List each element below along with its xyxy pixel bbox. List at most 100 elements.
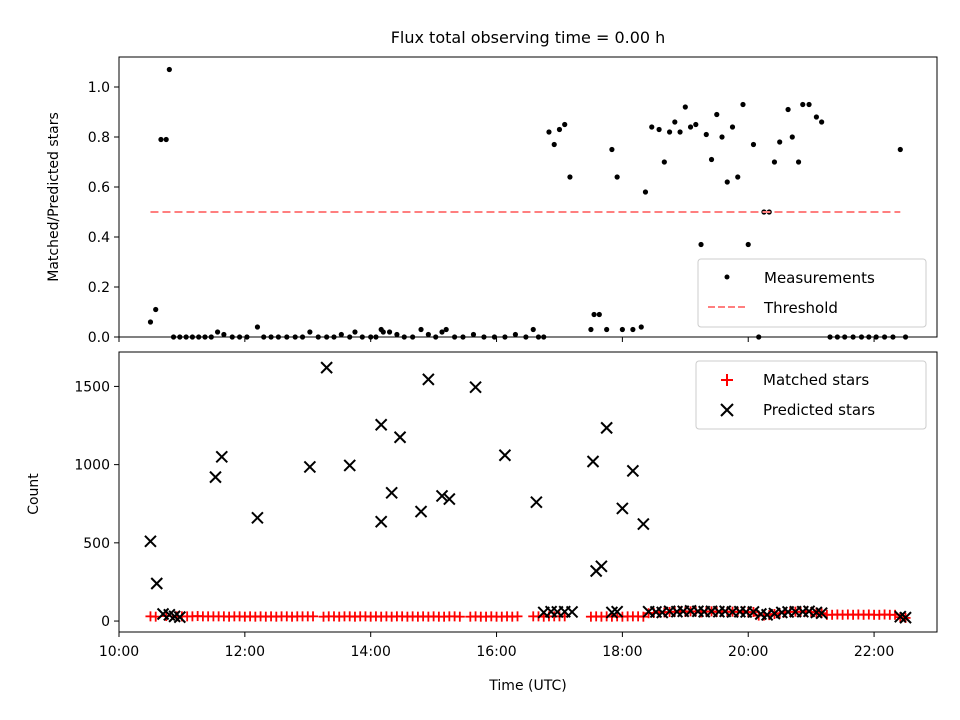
measurement-point — [530, 326, 536, 333]
predicted-stars-point — [626, 464, 640, 478]
y-tick-label: 0.4 — [88, 230, 110, 246]
measurement-point — [338, 331, 344, 338]
measurement-point — [439, 329, 445, 335]
measurement-point — [588, 326, 594, 333]
matched-stars-point — [454, 611, 465, 622]
measurement-point — [729, 124, 736, 130]
matched-stars-point — [512, 611, 523, 622]
predicted-stars-point — [209, 470, 222, 484]
legend-top: Measurements Threshold — [697, 258, 927, 328]
measurement-point — [789, 134, 795, 140]
y-tick-label: 0.0 — [88, 330, 110, 346]
measurement-point — [556, 126, 563, 133]
legend-dot-icon — [724, 274, 730, 280]
x-tick-label: 18:00 — [602, 644, 642, 660]
measurement-point — [153, 306, 159, 313]
predicted-stars-point — [414, 505, 428, 518]
measurement-point — [656, 126, 662, 133]
measurement-point — [394, 331, 400, 338]
measurement-point — [672, 119, 678, 125]
predicted-stars-point — [435, 489, 449, 503]
measurement-point — [166, 66, 172, 73]
measurement-point — [724, 179, 730, 185]
measurement-point — [771, 159, 778, 165]
measurement-point — [708, 156, 715, 163]
measurement-point — [352, 329, 358, 335]
measurement-point — [418, 326, 424, 333]
predicted-stars-point — [815, 607, 828, 620]
measurement-point — [254, 324, 261, 330]
measurement-point — [147, 319, 154, 325]
measurement-point — [677, 129, 683, 135]
measurement-point — [163, 136, 169, 143]
measurement-point — [800, 101, 806, 108]
predicted-stars-point — [595, 560, 608, 573]
x-tick-label: 14:00 — [351, 644, 391, 660]
predicted-stars-point — [422, 373, 435, 386]
legend-label-measurements: Measurements — [764, 269, 875, 287]
predicted-stars-point — [616, 502, 629, 515]
measurement-point — [443, 326, 449, 333]
y-tick-label: 0.8 — [88, 130, 110, 146]
matched-stars-point — [308, 611, 319, 622]
measurement-point — [158, 136, 164, 143]
measurement-point — [666, 129, 673, 135]
y-tick-label: 500 — [83, 536, 110, 552]
y-tick-label: 1000 — [74, 458, 110, 474]
measurement-point — [785, 106, 791, 113]
y-tick-label: 0.2 — [88, 280, 110, 296]
y-axis-label-top: Matched/Predicted stars — [46, 112, 62, 282]
measurement-point — [703, 131, 709, 138]
predicted-stars-point — [899, 611, 912, 624]
legend-label-predicted: Predicted stars — [763, 401, 875, 419]
measurement-point — [795, 159, 802, 165]
y-tick-label: 0.6 — [88, 180, 110, 196]
measurement-point — [687, 124, 694, 130]
bottom-panel: Count Time (UTC) 0 500 1000 1500 10:00 12:00 1… — [26, 351, 938, 694]
predicted-stars-point — [303, 460, 317, 474]
measurement-point — [777, 139, 783, 145]
measurement-point — [604, 326, 610, 333]
predicted-stars-point — [586, 455, 600, 468]
measurement-point — [806, 101, 812, 108]
predicted-stars-point — [173, 610, 187, 624]
predicted-stars-point — [320, 361, 333, 374]
measurement-point — [661, 159, 667, 165]
legend-bottom: Matched stars Predicted stars — [695, 360, 927, 430]
measurement-point — [813, 114, 819, 120]
predicted-stars-point — [443, 492, 456, 506]
x-tick-label: 20:00 — [728, 644, 768, 660]
measurement-point — [642, 189, 649, 195]
predicted-stars-point — [637, 517, 650, 531]
measurement-point — [745, 241, 751, 248]
x-tick-label: 16:00 — [476, 644, 516, 660]
y-tick-label: 1.0 — [88, 80, 110, 96]
measurement-point — [819, 119, 825, 125]
predicted-stars-point — [215, 450, 228, 464]
measurement-point — [693, 121, 699, 128]
measurement-point — [591, 311, 597, 318]
measurement-point — [614, 174, 620, 180]
measurement-point — [307, 329, 313, 335]
measurement-point — [750, 141, 757, 148]
predicted-stars-point — [565, 605, 579, 619]
measurement-point — [897, 146, 903, 153]
measurement-point — [221, 331, 227, 338]
measurement-point — [609, 146, 615, 153]
predicted-stars-point — [530, 495, 543, 509]
predicted-stars-point — [600, 421, 613, 435]
measurement-point — [740, 101, 746, 108]
x-axis-label: Time (UTC) — [488, 678, 566, 694]
measurement-point — [630, 326, 636, 333]
measurement-point — [512, 331, 519, 338]
y-axis-label-bottom: Count — [26, 473, 42, 515]
measurement-point — [714, 111, 720, 118]
measurement-point — [682, 104, 688, 110]
measurement-point — [546, 129, 552, 135]
predicted-stars-point — [150, 577, 163, 590]
x-tick-label: 10:00 — [99, 644, 139, 660]
y-tick-label: 1500 — [74, 379, 110, 395]
measurement-point — [619, 326, 625, 333]
x-tick-label: 22:00 — [854, 644, 894, 660]
